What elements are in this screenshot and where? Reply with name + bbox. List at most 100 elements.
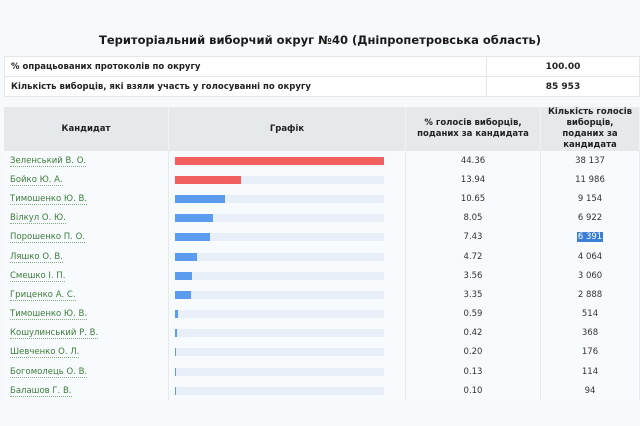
candidate-cell: Тимошенко Ю. В. (4, 304, 169, 324)
candidate-link[interactable]: Кошулинський Р. В. (10, 328, 99, 340)
table-row: Вілкул О. Ю. 8.05 6 922 (4, 208, 640, 228)
votes-value: 94 (584, 385, 596, 396)
table-header-row: Кандидат Графік % голосів виборців, пода… (4, 107, 640, 151)
district-summary-table: % опрацьованих протоколів по округу 100.… (4, 56, 640, 97)
candidate-cell: Зеленський В. О. (4, 151, 169, 171)
candidate-cell: Смешко І. П. (4, 266, 169, 286)
bar-track (175, 290, 384, 299)
votes-value: 6 391 (576, 232, 604, 243)
percent-cell: 0.20 (405, 342, 541, 363)
votes-value: 11 986 (575, 174, 605, 185)
percent-cell: 3.35 (405, 285, 541, 305)
chart-cell (168, 208, 406, 228)
chart-cell (168, 362, 406, 382)
chart-cell (168, 304, 406, 324)
chart-cell (168, 285, 406, 305)
candidate-link[interactable]: Вілкул О. Ю. (10, 213, 66, 225)
votes-value: 4 064 (577, 251, 603, 262)
votes-value: 514 (581, 309, 599, 320)
votes-value: 9 154 (577, 193, 603, 204)
table-row: Бойко Ю. А. 13.94 11 986 (4, 170, 640, 190)
candidate-link[interactable]: Богомолець О. В. (10, 366, 88, 378)
bar-track (175, 156, 384, 165)
candidate-link[interactable]: Бойко Ю. А. (10, 174, 63, 186)
table-row: Балашов Г. В. 0.10 94 (4, 381, 640, 401)
percent-cell: 4.72 (405, 246, 541, 267)
votes-value: 3 060 (577, 270, 603, 281)
candidate-link[interactable]: Тимошенко Ю. В. (10, 193, 88, 205)
percent-cell: 10.65 (405, 189, 541, 209)
bar-fill (175, 348, 176, 357)
candidate-cell: Шевченко О. Л. (4, 342, 169, 363)
table-row: Гриценко А. С. 3.35 2 888 (4, 285, 640, 305)
candidate-cell: Вілкул О. Ю. (4, 208, 169, 228)
bar-fill (175, 233, 210, 242)
candidate-cell: Кошулинський Р. В. (4, 323, 169, 343)
candidate-link[interactable]: Смешко І. П. (10, 270, 66, 282)
chart-cell (168, 189, 406, 209)
page-title: Територіальний виборчий округ №40 (Дніпр… (98, 33, 542, 47)
summary-row-protocols: % опрацьованих протоколів по округу 100.… (4, 56, 640, 77)
header-votes: Кількість голосів виборців, поданих за к… (540, 107, 640, 151)
candidate-cell: Ляшко О. В. (4, 246, 169, 267)
chart-cell (168, 170, 406, 190)
chart-cell (168, 227, 406, 247)
bar-fill (175, 252, 198, 261)
bar-track (175, 386, 384, 395)
votes-value: 368 (581, 328, 599, 339)
candidate-link[interactable]: Ляшко О. В. (10, 251, 63, 263)
chart-cell (168, 342, 406, 363)
bar-fill (175, 175, 241, 184)
percent-cell: 7.43 (405, 227, 541, 247)
chart-cell (168, 266, 406, 286)
votes-cell: 176 (540, 342, 640, 363)
candidate-link[interactable]: Тимошенко Ю. В. (10, 309, 88, 321)
votes-cell: 11 986 (540, 170, 640, 190)
votes-cell: 4 064 (540, 246, 640, 267)
votes-cell: 114 (540, 362, 640, 382)
bar-track (175, 271, 384, 280)
bar-track (175, 310, 384, 319)
summary-row-turnout: Кількість виборців, які взяли участь у г… (4, 76, 640, 97)
votes-value: 38 137 (575, 155, 605, 166)
bar-fill (175, 214, 213, 223)
votes-cell: 514 (540, 304, 640, 324)
bar-fill (175, 271, 192, 280)
table-row: Порошенко П. О. 7.43 6 391 (4, 227, 640, 247)
bar-fill (175, 194, 226, 203)
candidates-results-table: Кандидат Графік % голосів виборців, пода… (4, 107, 640, 401)
table-row: Зеленський В. О. 44.36 38 137 (4, 151, 640, 171)
votes-cell: 6 922 (540, 208, 640, 228)
header-chart: Графік (168, 107, 406, 151)
bar-fill (175, 310, 178, 319)
candidate-link[interactable]: Зеленський В. О. (10, 155, 87, 167)
bar-fill (175, 156, 384, 165)
chart-cell (168, 151, 406, 171)
percent-cell: 3.56 (405, 266, 541, 286)
table-row: Богомолець О. В. 0.13 114 (4, 362, 640, 382)
bar-fill (175, 329, 177, 338)
percent-cell: 0.59 (405, 304, 541, 324)
candidate-link[interactable]: Шевченко О. Л. (10, 347, 80, 359)
percent-cell: 8.05 (405, 208, 541, 228)
table-row: Шевченко О. Л. 0.20 176 (4, 342, 640, 363)
votes-value: 176 (581, 347, 599, 358)
candidate-cell: Балашов Г. В. (4, 381, 169, 401)
bar-track (175, 214, 384, 223)
summary-value: 85 953 (486, 76, 640, 97)
bar-track (175, 175, 384, 184)
header-candidate: Кандидат (4, 107, 169, 151)
candidate-link[interactable]: Гриценко А. С. (10, 289, 76, 301)
candidate-link[interactable]: Порошенко П. О. (10, 232, 85, 244)
bar-track (175, 348, 384, 357)
candidate-cell: Гриценко А. С. (4, 285, 169, 305)
votes-value: 6 922 (577, 213, 603, 224)
table-row: Смешко І. П. 3.56 3 060 (4, 266, 640, 286)
candidate-link[interactable]: Балашов Г. В. (10, 385, 72, 397)
percent-cell: 0.10 (405, 381, 541, 401)
bar-track (175, 367, 384, 376)
votes-cell: 94 (540, 381, 640, 401)
candidate-cell: Богомолець О. В. (4, 362, 169, 382)
chart-cell (168, 323, 406, 343)
percent-cell: 0.42 (405, 323, 541, 343)
